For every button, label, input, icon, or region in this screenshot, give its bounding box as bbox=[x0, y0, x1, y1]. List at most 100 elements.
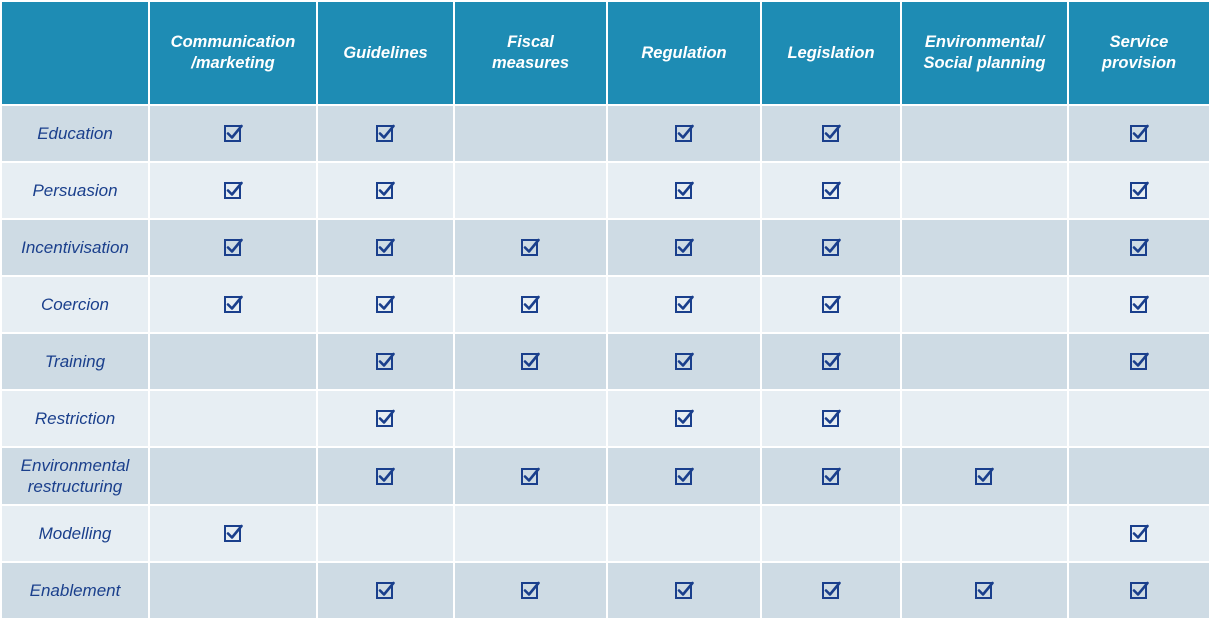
checked-box-icon bbox=[674, 409, 694, 428]
checked-box-icon bbox=[975, 467, 994, 486]
matrix-cell bbox=[453, 446, 608, 506]
checked-box-icon bbox=[521, 238, 540, 257]
matrix-cell bbox=[606, 561, 762, 620]
matrix-cell bbox=[606, 504, 762, 563]
checked-box-icon bbox=[1129, 295, 1149, 314]
checked-box-icon bbox=[376, 352, 395, 371]
row-label: Enablement bbox=[0, 561, 150, 620]
column-header-environmental-social-planning: Environmental/ Social planning bbox=[900, 0, 1069, 106]
matrix-cell bbox=[1067, 446, 1209, 506]
matrix-cell bbox=[760, 161, 902, 220]
checked-box-icon bbox=[674, 295, 694, 314]
checked-box-icon bbox=[975, 581, 994, 600]
matrix-cell bbox=[148, 561, 318, 620]
row-label: Coercion bbox=[0, 275, 150, 334]
row-label: Persuasion bbox=[0, 161, 150, 220]
matrix-cell bbox=[900, 218, 1069, 277]
checked-box-icon bbox=[376, 409, 395, 428]
column-header-guidelines: Guidelines bbox=[316, 0, 455, 106]
matrix-cell bbox=[453, 104, 608, 163]
column-header-regulation: Regulation bbox=[606, 0, 762, 106]
matrix-cell bbox=[148, 389, 318, 448]
matrix-cell bbox=[760, 561, 902, 620]
table-row: Coercion bbox=[0, 275, 1209, 334]
checked-box-icon bbox=[674, 467, 694, 486]
checked-box-icon bbox=[821, 409, 841, 428]
matrix-cell bbox=[316, 446, 455, 506]
column-header-legislation: Legislation bbox=[760, 0, 902, 106]
checked-box-icon bbox=[821, 581, 841, 600]
checked-box-icon bbox=[1129, 181, 1149, 200]
checked-box-icon bbox=[821, 352, 841, 371]
checked-box-icon bbox=[376, 238, 395, 257]
checked-box-icon bbox=[223, 295, 243, 314]
matrix-cell bbox=[316, 218, 455, 277]
checked-box-icon bbox=[674, 181, 694, 200]
matrix-cell bbox=[453, 161, 608, 220]
matrix-cell bbox=[606, 104, 762, 163]
matrix-cell bbox=[453, 504, 608, 563]
matrix-cell bbox=[316, 389, 455, 448]
checked-box-icon bbox=[223, 238, 243, 257]
checked-box-icon bbox=[674, 238, 694, 257]
matrix-cell bbox=[148, 104, 318, 163]
table-row: Training bbox=[0, 332, 1209, 391]
matrix-cell bbox=[760, 104, 902, 163]
matrix-cell bbox=[606, 275, 762, 334]
matrix-cell bbox=[1067, 218, 1209, 277]
table-row: Incentivisation bbox=[0, 218, 1209, 277]
matrix-cell bbox=[760, 446, 902, 506]
matrix-cell bbox=[148, 218, 318, 277]
matrix-cell bbox=[453, 275, 608, 334]
matrix-cell bbox=[148, 332, 318, 391]
checked-box-icon bbox=[376, 581, 395, 600]
matrix-cell bbox=[900, 504, 1069, 563]
matrix-cell bbox=[148, 275, 318, 334]
matrix-cell bbox=[453, 218, 608, 277]
matrix-cell bbox=[1067, 389, 1209, 448]
table-row: Education bbox=[0, 104, 1209, 163]
matrix-cell bbox=[900, 389, 1069, 448]
row-label: Training bbox=[0, 332, 150, 391]
matrix-cell bbox=[316, 332, 455, 391]
table-row: Persuasion bbox=[0, 161, 1209, 220]
checked-box-icon bbox=[1129, 581, 1149, 600]
checked-box-icon bbox=[521, 295, 540, 314]
checked-box-icon bbox=[1129, 524, 1149, 543]
matrix-cell bbox=[316, 504, 455, 563]
matrix-cell bbox=[1067, 561, 1209, 620]
checked-box-icon bbox=[674, 124, 694, 143]
table-row: Enablement bbox=[0, 561, 1209, 620]
matrix-cell bbox=[900, 161, 1069, 220]
checked-box-icon bbox=[376, 124, 395, 143]
table-row: Restriction bbox=[0, 389, 1209, 448]
matrix-cell bbox=[900, 561, 1069, 620]
matrix-cell bbox=[606, 218, 762, 277]
matrix-cell bbox=[760, 389, 902, 448]
checked-box-icon bbox=[521, 581, 540, 600]
matrix-cell bbox=[606, 161, 762, 220]
checked-box-icon bbox=[821, 295, 841, 314]
matrix-cell bbox=[760, 218, 902, 277]
checked-box-icon bbox=[674, 581, 694, 600]
checked-box-icon bbox=[521, 352, 540, 371]
matrix-cell bbox=[453, 561, 608, 620]
matrix-cell bbox=[1067, 332, 1209, 391]
row-label: Restriction bbox=[0, 389, 150, 448]
matrix-cell bbox=[606, 332, 762, 391]
matrix-cell bbox=[900, 446, 1069, 506]
column-header-fiscal-measures: Fiscal measures bbox=[453, 0, 608, 106]
matrix-cell bbox=[900, 332, 1069, 391]
matrix-cell bbox=[606, 446, 762, 506]
matrix-cell bbox=[316, 104, 455, 163]
row-label: Environmental restructuring bbox=[0, 446, 150, 506]
header-row: Communication /marketing Guidelines Fisc… bbox=[0, 0, 1209, 106]
row-label: Incentivisation bbox=[0, 218, 150, 277]
table-row: Modelling bbox=[0, 504, 1209, 563]
matrix-cell bbox=[1067, 504, 1209, 563]
matrix-cell bbox=[316, 561, 455, 620]
checked-box-icon bbox=[376, 181, 395, 200]
checked-box-icon bbox=[223, 181, 243, 200]
matrix-cell bbox=[760, 332, 902, 391]
checked-box-icon bbox=[1129, 124, 1149, 143]
